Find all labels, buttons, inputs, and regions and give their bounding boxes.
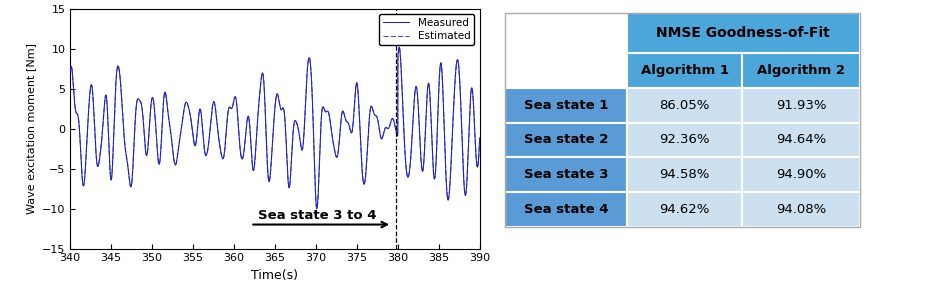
Text: Sea state 4: Sea state 4 (524, 203, 608, 216)
FancyBboxPatch shape (627, 192, 742, 227)
Text: 91.93%: 91.93% (776, 99, 826, 112)
Estimated (368, 111, 379, 115)
FancyBboxPatch shape (505, 158, 627, 192)
Measured (393, 45, 404, 49)
FancyBboxPatch shape (742, 53, 859, 88)
X-axis label: Time(s): Time(s) (252, 269, 299, 282)
Estimated (390, 127, 402, 131)
Measured (311, 207, 322, 210)
Estimated (212, 134, 224, 137)
Text: 94.64%: 94.64% (776, 134, 826, 147)
Text: Sea state 1: Sea state 1 (524, 99, 608, 112)
Estimated (393, 46, 404, 49)
Line: Measured: Measured (70, 47, 479, 209)
Text: 86.05%: 86.05% (659, 99, 709, 112)
Text: Sea state 3: Sea state 3 (524, 168, 608, 181)
Bar (505, 14, 859, 227)
Estimated (325, 121, 336, 125)
Y-axis label: Wave excitation moment [Nm]: Wave excitation moment [Nm] (26, 43, 37, 214)
FancyBboxPatch shape (627, 53, 742, 88)
FancyBboxPatch shape (627, 14, 859, 53)
Text: 94.58%: 94.58% (659, 168, 709, 181)
Measured (368, 111, 379, 115)
FancyBboxPatch shape (505, 123, 627, 158)
Legend: Measured, Estimated: Measured, Estimated (379, 14, 475, 45)
Measured (65, 71, 76, 74)
FancyBboxPatch shape (742, 158, 859, 192)
Estimated (307, 100, 318, 103)
Measured (325, 121, 336, 125)
FancyBboxPatch shape (505, 88, 627, 123)
FancyBboxPatch shape (505, 192, 627, 227)
Text: 92.36%: 92.36% (659, 134, 709, 147)
FancyBboxPatch shape (742, 88, 859, 123)
FancyBboxPatch shape (627, 158, 742, 192)
FancyBboxPatch shape (627, 123, 742, 158)
Measured (474, 136, 485, 140)
Estimated (474, 137, 485, 140)
Text: Algorithm 2: Algorithm 2 (757, 64, 845, 77)
FancyBboxPatch shape (742, 192, 859, 227)
Line: Estimated: Estimated (70, 47, 479, 209)
Measured (212, 134, 224, 138)
Measured (307, 101, 318, 105)
Estimated (65, 71, 76, 74)
Text: 94.90%: 94.90% (776, 168, 826, 181)
Text: NMSE Goodness-of-Fit: NMSE Goodness-of-Fit (656, 26, 830, 40)
Text: Sea state 2: Sea state 2 (524, 134, 608, 147)
Estimated (85, 85, 96, 88)
FancyBboxPatch shape (505, 53, 627, 88)
Estimated (312, 207, 323, 210)
Measured (85, 84, 96, 88)
Text: 94.62%: 94.62% (659, 203, 709, 216)
Text: Algorithm 1: Algorithm 1 (640, 64, 728, 77)
FancyBboxPatch shape (505, 14, 627, 53)
Text: Sea state 3 to 4: Sea state 3 to 4 (257, 209, 376, 222)
Text: 94.08%: 94.08% (776, 203, 826, 216)
Measured (390, 127, 402, 131)
FancyBboxPatch shape (627, 88, 742, 123)
FancyBboxPatch shape (742, 123, 859, 158)
